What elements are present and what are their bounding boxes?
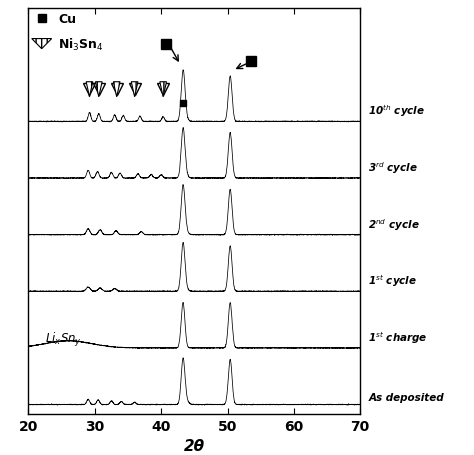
Text: Cu: Cu <box>58 13 76 26</box>
Polygon shape <box>160 82 166 98</box>
Polygon shape <box>86 82 93 98</box>
Text: As deposited: As deposited <box>368 392 444 402</box>
Polygon shape <box>113 82 120 98</box>
X-axis label: 2θ: 2θ <box>184 439 205 453</box>
Text: 3$^{rd}$ cycle: 3$^{rd}$ cycle <box>368 160 418 176</box>
Text: 1$^{st}$ cycle: 1$^{st}$ cycle <box>368 273 417 288</box>
Text: 10$^{th}$ cycle: 10$^{th}$ cycle <box>368 103 425 119</box>
Text: Ni$_3$Sn$_4$: Ni$_3$Sn$_4$ <box>58 37 104 53</box>
Polygon shape <box>131 82 138 98</box>
Text: $Li_xSn_y$: $Li_xSn_y$ <box>45 331 82 349</box>
Polygon shape <box>32 40 52 50</box>
Text: 2$^{nd}$ cycle: 2$^{nd}$ cycle <box>368 216 420 232</box>
Text: 1$^{st}$ charge: 1$^{st}$ charge <box>368 329 428 345</box>
Polygon shape <box>95 82 102 98</box>
